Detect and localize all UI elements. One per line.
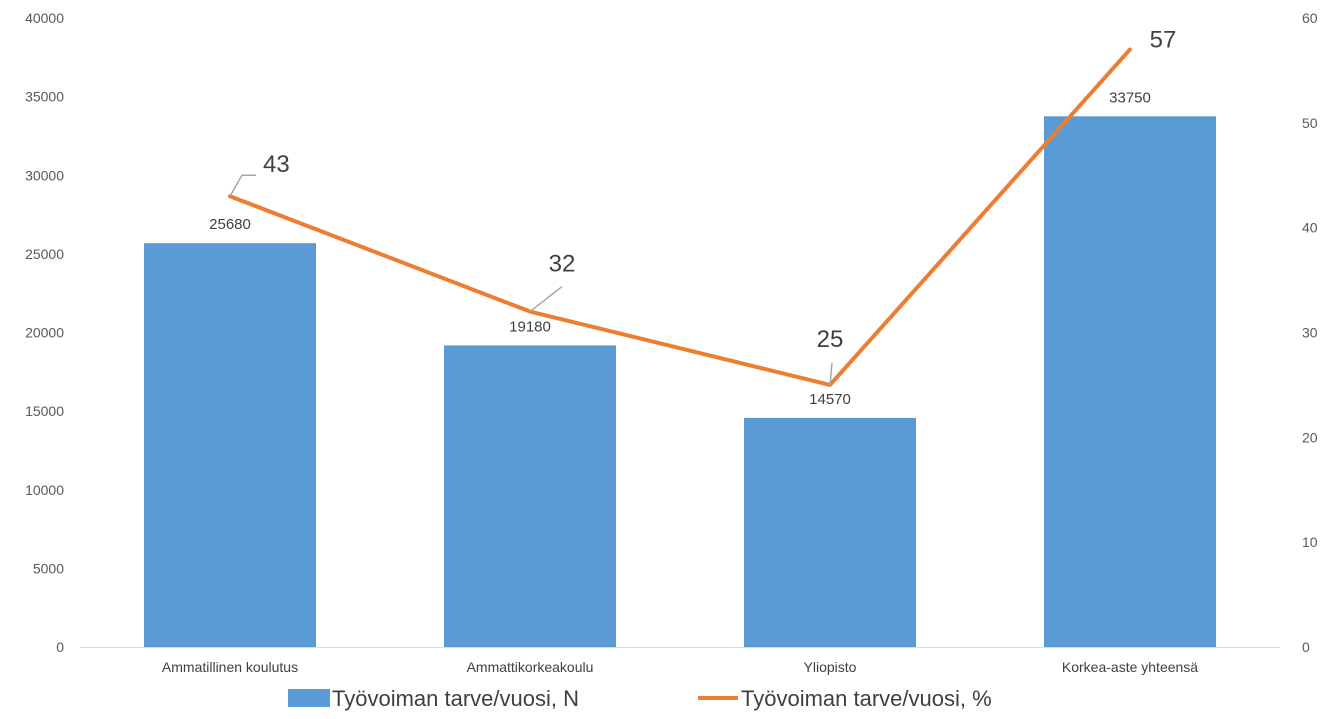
axes: 0 5000 10000 15000 20000 25000 30000 35000 40000… (25, 10, 1318, 675)
line-data-label: 25 (817, 326, 844, 353)
bar-data-label: 14570 (809, 391, 851, 408)
line-data-label: 43 (263, 151, 290, 178)
legend-swatch-bar (288, 689, 330, 707)
data-labels: 25680 19180 14570 33750 43 32 25 57 (209, 26, 1176, 407)
line-series (228, 47, 1132, 387)
y-left-tick-label: 30000 (25, 167, 64, 183)
x-tick-label: Yliopisto (804, 659, 857, 675)
y-right-tick-label: 60 (1302, 10, 1318, 26)
y-left-tick-label: 20000 (25, 325, 64, 341)
legend-label: Työvoiman tarve/vuosi, % (741, 686, 992, 711)
y-left-tick-label: 35000 (25, 89, 64, 105)
leader-line (229, 174, 256, 197)
series-line (228, 47, 1132, 387)
x-tick-label: Ammattikorkeakoulu (467, 659, 594, 675)
legend-label: Työvoiman tarve/vuosi, N (332, 686, 579, 711)
y-left-tick-label: 5000 (33, 560, 64, 576)
y-left-tick-label: 25000 (25, 246, 64, 262)
bar-data-label: 33750 (1109, 89, 1151, 106)
bar-series (144, 116, 1216, 647)
line-data-label: 32 (549, 251, 576, 278)
y-right-tick-label: 50 (1302, 115, 1318, 131)
bar-data-label: 19180 (509, 318, 551, 335)
legend: Työvoiman tarve/vuosi, N Työvoiman tarve/… (288, 686, 992, 711)
bar (444, 345, 616, 647)
y-left-tick-label: 40000 (25, 10, 64, 26)
y-right-tick-label: 30 (1302, 325, 1318, 341)
y-left-tick-label: 0 (56, 639, 64, 655)
y-right-tick-label: 20 (1302, 429, 1318, 445)
bar (144, 243, 316, 647)
bar (744, 417, 916, 647)
y-right-tick-label: 40 (1302, 220, 1318, 236)
bar (1044, 116, 1216, 647)
line-data-label: 57 (1150, 26, 1177, 53)
x-tick-label: Korkea-aste yhteensä (1062, 659, 1198, 675)
leader-line (829, 362, 833, 385)
bar-data-label: 25680 (209, 216, 251, 233)
y-right-tick-label: 10 (1302, 534, 1318, 550)
y-left-tick-label: 15000 (25, 403, 64, 419)
y-left-tick-label: 10000 (25, 482, 64, 498)
leader-line (529, 285, 563, 313)
x-tick-label: Ammatillinen koulutus (162, 659, 298, 675)
y-right-tick-label: 0 (1302, 639, 1310, 655)
